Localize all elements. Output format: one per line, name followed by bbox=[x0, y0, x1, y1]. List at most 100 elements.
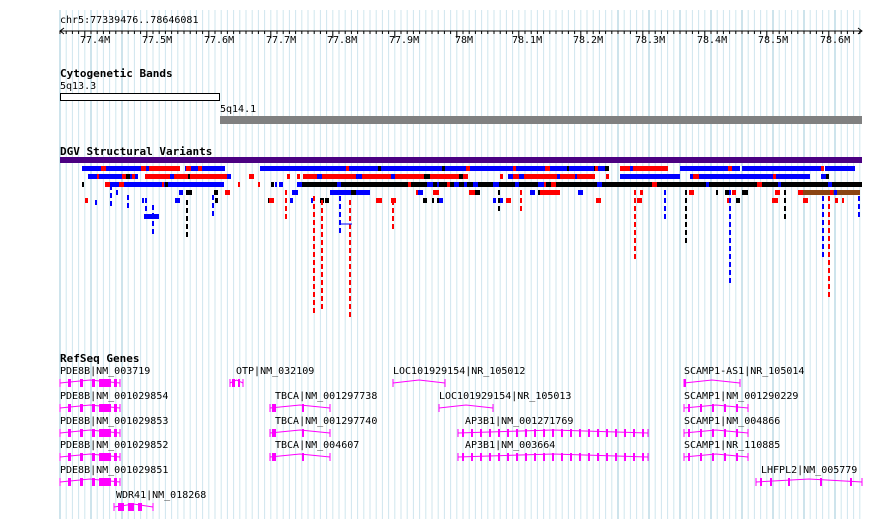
variant[interactable] bbox=[778, 182, 781, 187]
variant[interactable] bbox=[834, 190, 837, 195]
variant[interactable] bbox=[442, 166, 445, 171]
variant[interactable] bbox=[784, 206, 786, 211]
variant[interactable] bbox=[596, 198, 601, 203]
variant[interactable] bbox=[530, 190, 535, 195]
gene-scamp1[interactable] bbox=[683, 404, 749, 409]
gene-tbca-3-exon[interactable] bbox=[272, 453, 276, 461]
variant[interactable] bbox=[321, 256, 323, 261]
variant[interactable] bbox=[519, 174, 524, 179]
variant[interactable] bbox=[351, 190, 356, 195]
variant[interactable] bbox=[540, 190, 560, 195]
gene-scamp1-exon[interactable] bbox=[736, 453, 738, 461]
variant[interactable] bbox=[729, 262, 731, 267]
gene-ap3b1-exon[interactable] bbox=[588, 453, 590, 461]
gene-ap3b1-exon[interactable] bbox=[552, 429, 554, 437]
variant[interactable] bbox=[498, 206, 500, 211]
variant[interactable] bbox=[469, 190, 475, 195]
variant[interactable] bbox=[729, 206, 731, 211]
variant[interactable] bbox=[321, 248, 323, 253]
variant[interactable] bbox=[198, 166, 202, 171]
variant[interactable] bbox=[285, 214, 287, 219]
gene-ap3b1-exon[interactable] bbox=[579, 429, 581, 437]
gene-ap3b1-exon[interactable] bbox=[480, 429, 482, 437]
variant[interactable] bbox=[275, 166, 607, 171]
gene-label[interactable]: PDE8B|NM_001029854 bbox=[60, 391, 169, 402]
gene-scamp1-exon[interactable] bbox=[712, 429, 714, 437]
variant[interactable] bbox=[830, 190, 833, 195]
variant[interactable] bbox=[500, 198, 503, 203]
variant[interactable] bbox=[637, 198, 642, 203]
variant[interactable] bbox=[716, 190, 718, 195]
variant[interactable] bbox=[313, 244, 315, 249]
variant[interactable] bbox=[321, 296, 323, 301]
variant[interactable] bbox=[313, 236, 315, 241]
gene-label[interactable]: PDE8B|NM_001029852 bbox=[60, 440, 169, 451]
variant[interactable] bbox=[664, 198, 666, 203]
variant[interactable] bbox=[313, 196, 315, 201]
variant[interactable] bbox=[349, 232, 351, 237]
variant[interactable] bbox=[757, 182, 762, 187]
variant[interactable] bbox=[186, 232, 188, 237]
gene-ap3b1-exon[interactable] bbox=[570, 429, 572, 437]
variant[interactable] bbox=[732, 190, 736, 195]
variant[interactable] bbox=[397, 174, 399, 179]
variant[interactable] bbox=[88, 174, 138, 179]
gene-scamp1[interactable] bbox=[683, 453, 749, 458]
variant[interactable] bbox=[313, 300, 315, 305]
variant[interactable] bbox=[690, 174, 810, 179]
gene-scamp1-exon[interactable] bbox=[724, 453, 726, 461]
gene-pde8b-2-exon[interactable] bbox=[68, 404, 71, 412]
variant[interactable] bbox=[186, 216, 188, 221]
variant[interactable] bbox=[634, 230, 636, 235]
gene-loc-2[interactable] bbox=[438, 404, 494, 409]
variant[interactable] bbox=[729, 238, 731, 243]
variant[interactable] bbox=[321, 224, 323, 229]
variant[interactable] bbox=[634, 254, 636, 259]
variant[interactable] bbox=[392, 216, 394, 221]
variant[interactable] bbox=[729, 190, 731, 195]
variant[interactable] bbox=[858, 212, 860, 217]
variant[interactable] bbox=[219, 166, 225, 171]
variant[interactable] bbox=[378, 166, 381, 171]
variant[interactable] bbox=[313, 204, 315, 209]
variant[interactable] bbox=[321, 216, 323, 221]
gene-pde8b-1-exon[interactable] bbox=[114, 379, 117, 387]
gene-scamp1[interactable] bbox=[683, 429, 749, 434]
variant[interactable] bbox=[473, 182, 478, 187]
variant[interactable] bbox=[821, 174, 826, 179]
variant[interactable] bbox=[225, 190, 230, 195]
gene-ap3b1-exon[interactable] bbox=[633, 429, 635, 437]
variant[interactable] bbox=[798, 190, 803, 195]
gene-pde8b-1-exon[interactable] bbox=[99, 379, 111, 387]
variant[interactable] bbox=[515, 182, 519, 187]
variant[interactable] bbox=[325, 198, 329, 203]
gene-ap3b1-exon[interactable] bbox=[534, 429, 536, 437]
gene-scamp1-exon[interactable] bbox=[724, 404, 726, 412]
variant[interactable] bbox=[828, 260, 830, 265]
variant[interactable] bbox=[97, 174, 99, 179]
variant[interactable] bbox=[685, 222, 687, 227]
gene-ap3b1-exon[interactable] bbox=[642, 429, 644, 437]
variant[interactable] bbox=[269, 198, 274, 203]
variant[interactable] bbox=[188, 174, 190, 179]
variant[interactable] bbox=[249, 174, 254, 179]
gene-pde8b-5-exon[interactable] bbox=[99, 478, 111, 486]
variant[interactable] bbox=[844, 166, 849, 171]
variant[interactable] bbox=[620, 166, 668, 171]
gene-pde8b-2-exon[interactable] bbox=[114, 404, 117, 412]
variant[interactable] bbox=[317, 174, 322, 179]
variant[interactable] bbox=[212, 211, 214, 216]
variant[interactable] bbox=[321, 272, 323, 277]
variant[interactable] bbox=[439, 198, 443, 203]
gene-ap3b1-exon[interactable] bbox=[624, 453, 626, 461]
variant[interactable] bbox=[466, 166, 470, 171]
gene-label[interactable]: TBCA|NM_001297740 bbox=[275, 416, 378, 427]
variant[interactable] bbox=[646, 174, 650, 179]
gene-lhfpl2[interactable] bbox=[755, 478, 863, 483]
variant[interactable] bbox=[292, 190, 298, 195]
gene-tbca-3-exon[interactable] bbox=[302, 453, 304, 461]
variant[interactable] bbox=[287, 174, 290, 179]
gene-ap3b1-exon[interactable] bbox=[534, 453, 536, 461]
variant[interactable] bbox=[775, 190, 780, 195]
